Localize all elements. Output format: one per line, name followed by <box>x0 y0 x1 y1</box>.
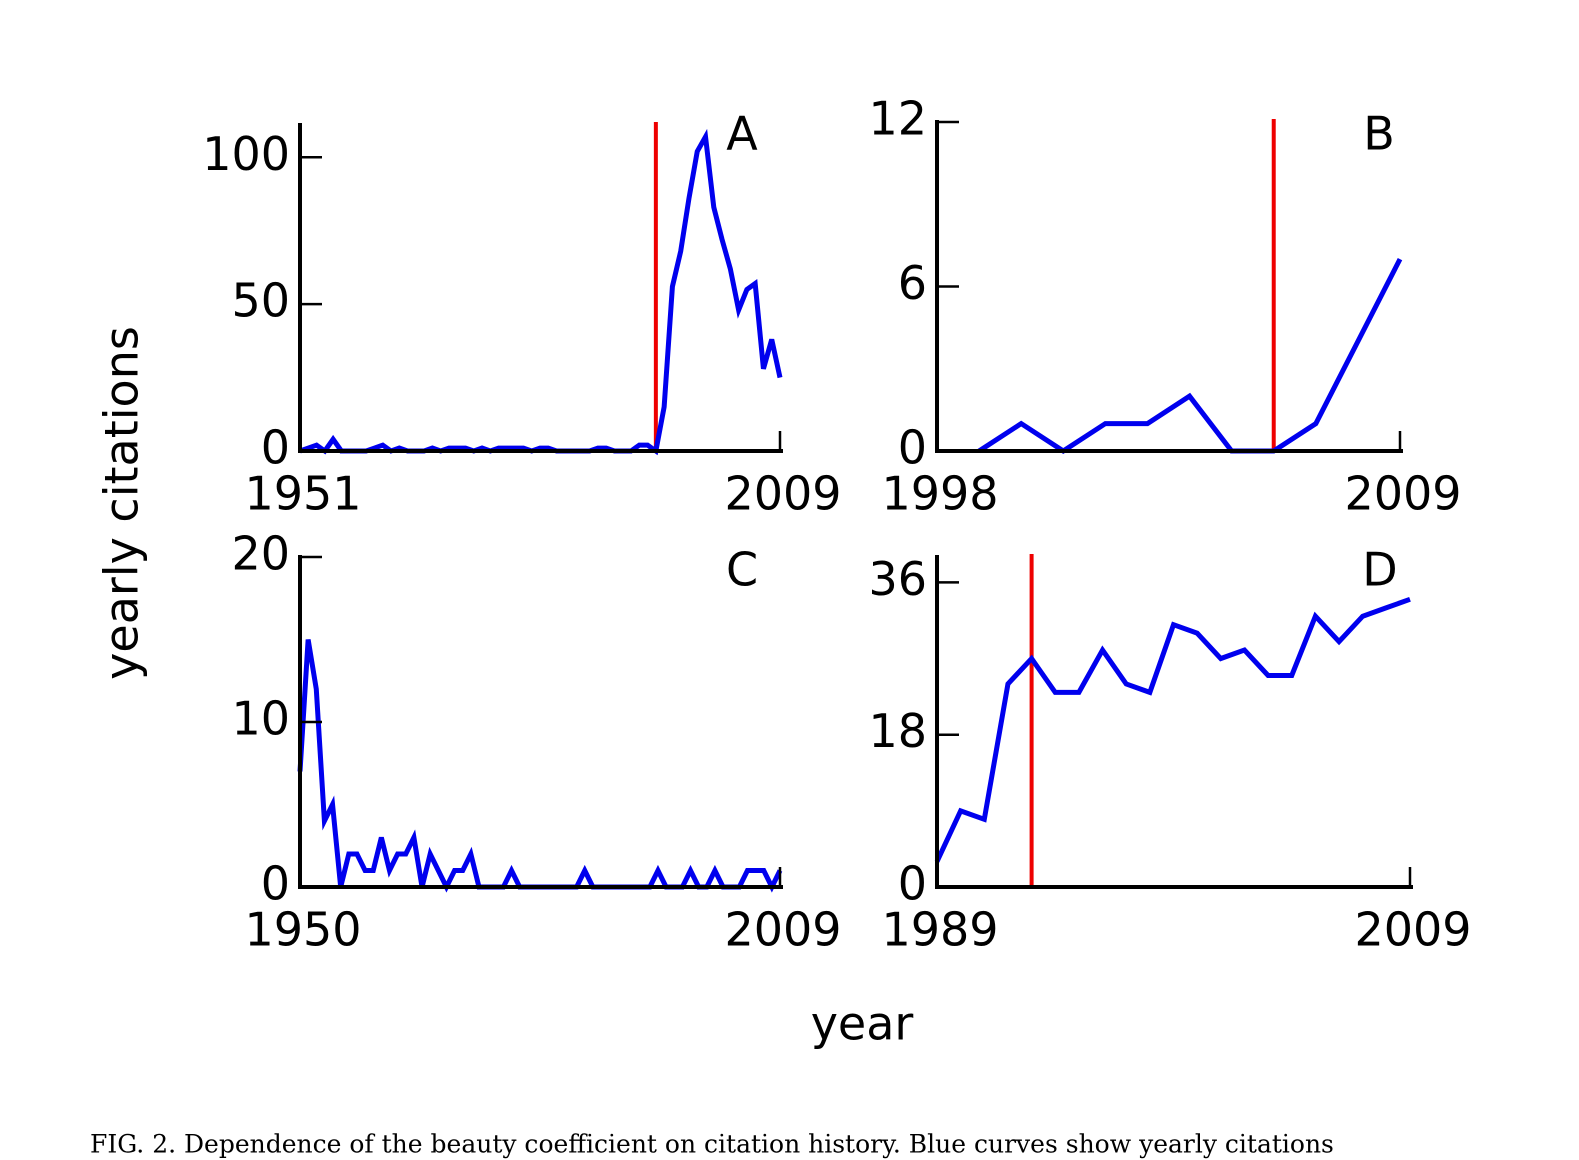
x-tick-label: 2009 <box>724 467 841 521</box>
data-line <box>297 639 783 893</box>
x-tick-label: 2009 <box>724 903 841 957</box>
x-tick-label: 1998 <box>881 467 998 521</box>
x-axis-label: year <box>811 997 914 1051</box>
y-tick-label: 36 <box>868 552 927 606</box>
x-tick-label: 1951 <box>244 467 361 521</box>
y-tick-label: 50 <box>231 274 290 328</box>
panel-label: A <box>726 107 758 161</box>
panel-label: C <box>726 543 758 597</box>
x-tick-label: 1950 <box>244 903 361 957</box>
y-tick-label: 12 <box>868 92 927 146</box>
panel-label: B <box>1363 107 1395 161</box>
data-line <box>299 128 783 456</box>
y-tick-label: 100 <box>202 127 290 181</box>
y-tick-label: 18 <box>868 704 927 758</box>
y-tick-label: 0 <box>898 421 927 475</box>
data-line <box>977 257 1403 454</box>
panel-label: D <box>1362 543 1397 597</box>
y-axis-label: yearly citations <box>95 326 149 680</box>
x-tick-label: 1989 <box>881 903 998 957</box>
y-tick-label: 20 <box>231 527 290 581</box>
y-tick-label: 0 <box>261 421 290 475</box>
x-tick-label: 2009 <box>1354 903 1471 957</box>
x-tick-label: 2009 <box>1344 467 1461 521</box>
y-tick-label: 0 <box>898 857 927 911</box>
y-tick-label: 6 <box>898 256 927 310</box>
data-line <box>934 596 1411 863</box>
y-tick-label: 10 <box>231 692 290 746</box>
caption: FIG. 2. Dependence of the beauty coeffic… <box>90 1130 1334 1159</box>
y-tick-label: 0 <box>261 857 290 911</box>
